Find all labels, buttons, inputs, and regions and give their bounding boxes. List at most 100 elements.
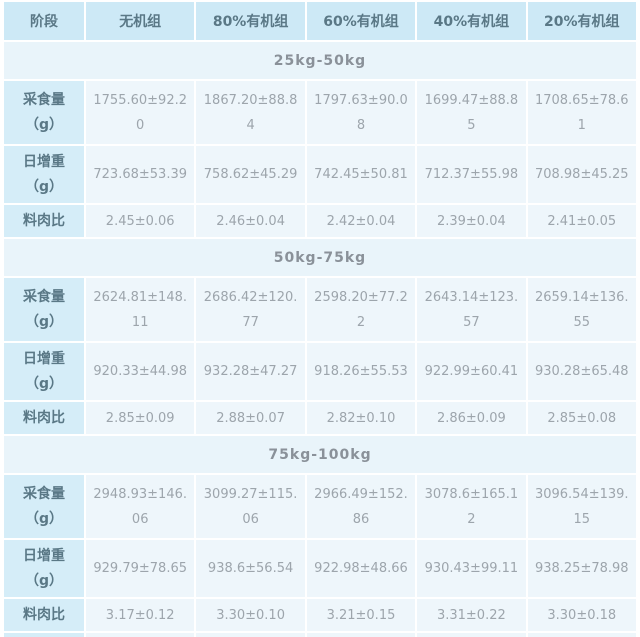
value-cell: 2.46±0.04 [196, 205, 305, 237]
value-cell: 2.82±0.10 [306, 402, 416, 434]
value-cell: 922.99±60.41 [417, 343, 526, 400]
row-label: 采食量 （g） [4, 81, 84, 144]
row-label-text: 料肉比 [23, 212, 65, 229]
value-cell: 2686.42±120.77 [196, 278, 305, 341]
value-cell: 3.21±0.15 [306, 599, 416, 631]
row-label: 料肉比 [4, 205, 84, 237]
value-cell: 2.85±0.09 [86, 402, 195, 434]
value-cell: 3.30±0.18 [527, 599, 636, 631]
table-row: 日增重 （g） 920.33±44.98 932.28±47.27 918.26±55.… [4, 343, 636, 400]
column-header-group: 40%有机组 [417, 2, 526, 40]
value-cell: 3.30±0.10 [196, 599, 305, 631]
value-cell: 1708.65±78.61 [527, 81, 636, 144]
cutoff-cell [86, 633, 195, 637]
column-header-stage: 阶段 [4, 2, 84, 40]
value-cell: 1699.47±88.85 [417, 81, 526, 144]
value-cell: 930.28±65.48 [527, 343, 636, 400]
row-label-text: 采食量 [23, 91, 65, 108]
value-cell: 918.26±55.53 [306, 343, 416, 400]
value-cell: 1755.60±92.20 [86, 81, 195, 144]
value-cell: 708.98±45.25 [527, 146, 636, 203]
value-cell: 2948.93±146.06 [86, 475, 195, 538]
value-cell: 2966.49±152.86 [306, 475, 416, 538]
value-cell: 2.45±0.06 [86, 205, 195, 237]
value-cell: 3.17±0.12 [86, 599, 195, 631]
section-row: 25kg-50kg [4, 42, 636, 79]
row-label: 料肉比 [4, 402, 84, 434]
value-cell: 3.31±0.22 [417, 599, 526, 631]
row-label-unit: （g） [24, 313, 64, 330]
table-row: 日增重 （g） 929.79±78.65 938.6±56.54 922.98±48.6… [4, 540, 636, 597]
column-header-group: 60%有机组 [306, 2, 416, 40]
row-label-text: 料肉比 [23, 409, 65, 426]
section-title: 50kg-75kg [4, 239, 636, 276]
table-row: 采食量 （g） 2624.81±148.11 2686.42±120.77 2598.2… [4, 278, 636, 341]
section-title: 25kg-50kg [4, 42, 636, 79]
table-body: 25kg-50kg 采食量 （g） 1755.60±92.20 1867.20±88.8… [4, 42, 636, 637]
section-title: 75kg-100kg [4, 436, 636, 473]
value-cell: 758.62±45.29 [196, 146, 305, 203]
row-label: 采食量 （g） [4, 278, 84, 341]
value-cell: 2643.14±123.57 [417, 278, 526, 341]
value-cell: 920.33±44.98 [86, 343, 195, 400]
value-cell: 3096.54±139.15 [527, 475, 636, 538]
value-cell: 938.25±78.98 [527, 540, 636, 597]
row-label: 采食量 （g） [4, 475, 84, 538]
cutoff-cell [306, 633, 416, 637]
table-row: 日增重 （g） 723.68±53.39 758.62±45.29 742.45±50.… [4, 146, 636, 203]
value-cell: 3099.27±115.06 [196, 475, 305, 538]
row-label-text: 日增重 [23, 547, 65, 564]
row-label-text: 料肉比 [23, 606, 65, 623]
row-label-text: 日增重 [23, 350, 65, 367]
value-cell: 932.28±47.27 [196, 343, 305, 400]
value-cell: 2.41±0.05 [527, 205, 636, 237]
value-cell: 2.88±0.07 [196, 402, 305, 434]
value-cell: 2598.20±77.22 [306, 278, 416, 341]
row-label-unit: （g） [24, 375, 64, 392]
cutoff-cell [196, 633, 305, 637]
row-label-text: 采食量 [23, 485, 65, 502]
section-row: 75kg-100kg [4, 436, 636, 473]
table-row: 采食量 （g） 1755.60±92.20 1867.20±88.84 1797.63±… [4, 81, 636, 144]
value-cell: 742.45±50.81 [306, 146, 416, 203]
row-label-unit: （g） [24, 178, 64, 195]
value-cell: 2624.81±148.11 [86, 278, 195, 341]
row-label-text: 采食量 [23, 288, 65, 305]
row-label: 料肉比 [4, 599, 84, 631]
column-header-group: 无机组 [86, 2, 195, 40]
column-header-group: 20%有机组 [527, 2, 636, 40]
row-label: 日增重 （g） [4, 540, 84, 597]
table-row: 料肉比 2.85±0.09 2.88±0.07 2.82±0.10 2.86±0.09 2… [4, 402, 636, 434]
value-cell: 3078.6±165.12 [417, 475, 526, 538]
section-row: 50kg-75kg [4, 239, 636, 276]
value-cell: 1797.63±90.08 [306, 81, 416, 144]
table-row: 采食量 （g） 2948.93±146.06 3099.27±115.06 2966.4… [4, 475, 636, 538]
value-cell: 929.79±78.65 [86, 540, 195, 597]
cutoff-cell [4, 633, 84, 637]
cutoff-cell [527, 633, 636, 637]
value-cell: 938.6±56.54 [196, 540, 305, 597]
row-label: 日增重 （g） [4, 343, 84, 400]
table-header: 阶段 无机组 80%有机组 60%有机组 40%有机组 20%有机组 [4, 2, 636, 40]
row-label-text: 日增重 [23, 153, 65, 170]
value-cell: 2.86±0.09 [417, 402, 526, 434]
header-row: 阶段 无机组 80%有机组 60%有机组 40%有机组 20%有机组 [4, 2, 636, 40]
row-label-unit: （g） [24, 572, 64, 589]
value-cell: 2.85±0.08 [527, 402, 636, 434]
cutoff-cell [417, 633, 526, 637]
value-cell: 1867.20±88.84 [196, 81, 305, 144]
value-cell: 930.43±99.11 [417, 540, 526, 597]
row-label-unit: （g） [24, 510, 64, 527]
column-header-group: 80%有机组 [196, 2, 305, 40]
value-cell: 712.37±55.98 [417, 146, 526, 203]
value-cell: 2.42±0.04 [306, 205, 416, 237]
row-label-unit: （g） [24, 116, 64, 133]
table-row: 料肉比 2.45±0.06 2.46±0.04 2.42±0.04 2.39±0.04 2… [4, 205, 636, 237]
row-label: 日增重 （g） [4, 146, 84, 203]
table-row: 料肉比 3.17±0.12 3.30±0.10 3.21±0.15 3.31±0.22 3… [4, 599, 636, 631]
value-cell: 723.68±53.39 [86, 146, 195, 203]
value-cell: 2.39±0.04 [417, 205, 526, 237]
value-cell: 922.98±48.66 [306, 540, 416, 597]
